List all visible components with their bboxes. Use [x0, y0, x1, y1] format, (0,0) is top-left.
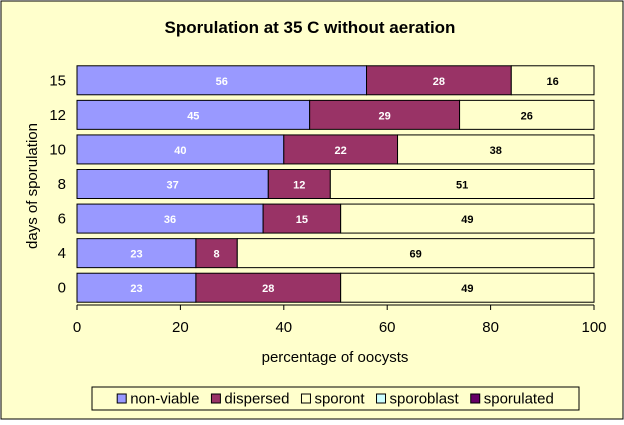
y-tick-label: 4 [58, 245, 66, 262]
data-label-non-viable-day-6: 36 [164, 214, 176, 226]
data-label-sporont-day-12: 26 [521, 110, 533, 122]
bar-dispersed-day-0 [195, 272, 342, 303]
bar-dispersed-day-12 [309, 99, 461, 130]
legend-swatch-sporulated [470, 393, 481, 404]
data-label-sporont-day-8: 51 [456, 180, 468, 192]
chart-title: Sporulation at 35 C without aeration [165, 18, 456, 37]
legend-swatch-sporoblast [376, 393, 387, 404]
data-label-dispersed-day-0: 28 [262, 283, 274, 295]
bar-dispersed-day-8 [267, 169, 331, 199]
bars-group: 56 28 16 45 29 26 40 22 38 37 12 51 36 15 49 23 8 69 23 28 4… [76, 65, 595, 303]
y-axis-title: days of sporulation [24, 123, 41, 249]
data-label-dispersed-day-8: 12 [293, 180, 305, 192]
legend-item-sporoblast: sporoblast [376, 391, 460, 408]
x-tick-label: 20 [172, 319, 189, 336]
legend: non-viable dispersed sporont sporoblast spor… [91, 386, 580, 411]
legend-label-sporont: sporont [314, 391, 365, 408]
legend-label-dispersed: dispersed [224, 391, 289, 408]
legend-swatch-dispersed [210, 393, 221, 404]
legend-swatch-non-viable [116, 393, 127, 404]
bar-non-viable-day-10 [76, 134, 285, 165]
bar-sporont-day-12 [459, 99, 595, 130]
bar-sporont-day-6 [340, 203, 595, 234]
data-label-dispersed-day-4: 8 [214, 249, 220, 261]
bar-non-viable-day-0 [76, 272, 197, 303]
legend-item-sporulated: sporulated [470, 391, 554, 408]
data-label-sporont-day-4: 69 [410, 249, 422, 261]
data-label-dispersed-day-15: 28 [433, 76, 445, 88]
data-label-non-viable-day-4: 23 [130, 249, 142, 261]
legend-label-sporulated: sporulated [484, 391, 554, 408]
x-tick-label: 0 [73, 319, 81, 336]
bar-dispersed-day-15 [366, 65, 512, 96]
data-label-dispersed-day-10: 22 [335, 145, 347, 157]
y-tick-label: 6 [58, 211, 66, 228]
legend-label-sporoblast: sporoblast [390, 391, 460, 408]
y-tick-label: 10 [49, 141, 66, 158]
data-label-sporont-day-6: 49 [461, 214, 473, 226]
y-tick-label: 15 [49, 72, 66, 89]
data-label-dispersed-day-6: 15 [296, 214, 308, 226]
y-tick-label: 0 [58, 280, 66, 297]
legend-item-non-viable: non-viable [116, 391, 199, 408]
data-label-non-viable-day-15: 56 [216, 76, 228, 88]
data-label-sporont-day-10: 38 [490, 145, 502, 157]
bar-dispersed-day-4 [195, 238, 238, 269]
x-tick-label: 100 [581, 319, 606, 336]
bar-non-viable-day-4 [76, 238, 197, 269]
legend-item-dispersed: dispersed [210, 391, 289, 408]
legend-box [91, 386, 580, 411]
data-label-non-viable-day-8: 37 [167, 180, 179, 192]
bar-non-viable-day-6 [76, 203, 264, 234]
x-tick-label: 60 [379, 319, 396, 336]
x-tick-label: 40 [275, 319, 292, 336]
legend-item-sporont: sporont [300, 391, 365, 408]
bar-dispersed-day-10 [283, 134, 399, 165]
data-label-non-viable-day-12: 45 [187, 110, 199, 122]
x-tick-label: 80 [482, 319, 499, 336]
bar-sporont-day-10 [397, 134, 595, 165]
data-label-sporont-day-0: 49 [461, 283, 473, 295]
legend-swatch-sporont [300, 393, 311, 404]
data-label-dispersed-day-12: 29 [378, 110, 390, 122]
y-tick-label: 12 [49, 107, 66, 124]
bar-non-viable-day-15 [76, 65, 368, 96]
x-axis-title: percentage of oocysts [262, 349, 409, 366]
data-label-non-viable-day-10: 40 [174, 145, 186, 157]
bar-non-viable-day-12 [76, 99, 311, 130]
bar-sporont-day-8 [329, 169, 595, 199]
legend-label-non-viable: non-viable [130, 391, 199, 408]
data-label-sporont-day-15: 16 [547, 76, 559, 88]
y-tick-label: 8 [58, 176, 66, 193]
bar-sporont-day-4 [236, 238, 595, 269]
data-label-non-viable-day-0: 23 [130, 283, 142, 295]
bar-sporont-day-0 [340, 272, 595, 303]
bar-sporont-day-15 [510, 65, 595, 96]
